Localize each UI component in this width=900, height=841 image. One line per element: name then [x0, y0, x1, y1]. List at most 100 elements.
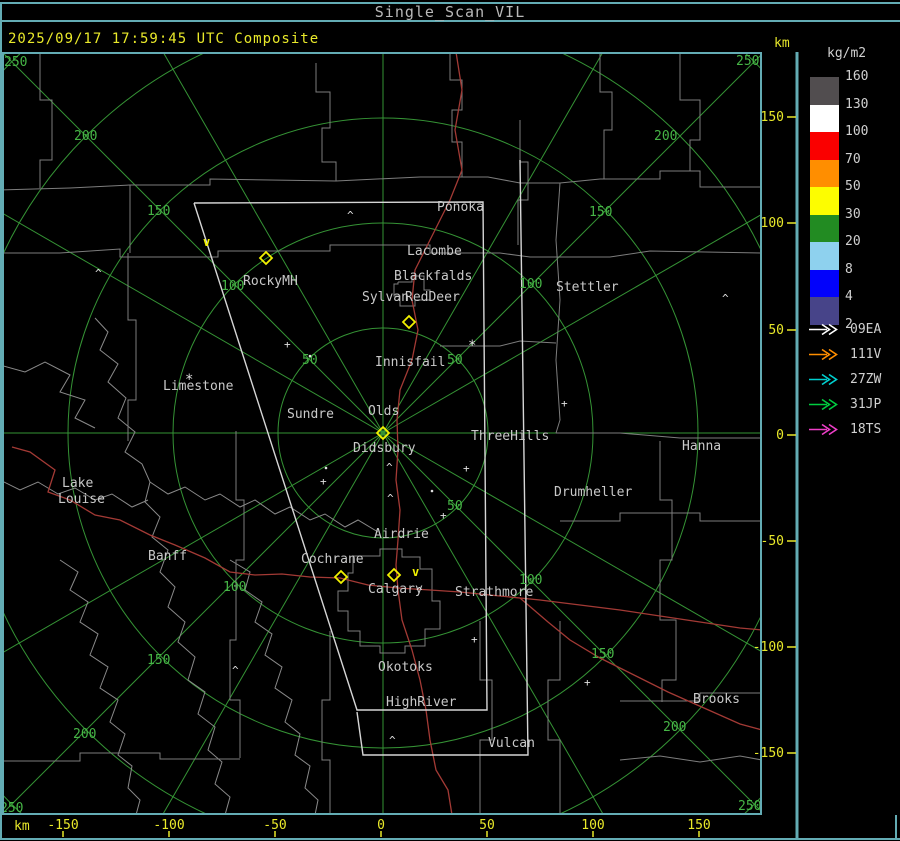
- caret-marker: ^: [722, 292, 729, 305]
- dot-marker: [324, 466, 328, 470]
- legend-tick-label: 4: [845, 289, 853, 304]
- window-left-border: [0, 2, 2, 839]
- county-boundary: [479, 621, 493, 814]
- city-label: RockyMH: [243, 274, 298, 289]
- azimuth-spoke: [382, 214, 761, 434]
- city-diamond-marker: [258, 250, 274, 266]
- legend-color-box: [810, 297, 839, 325]
- caret-marker: ^: [389, 734, 396, 747]
- city-label: Limestone: [163, 379, 234, 394]
- radar-site-row: 27ZW: [808, 367, 881, 392]
- ring-distance-label: 100: [221, 279, 244, 294]
- azimuth-spoke: [3, 213, 384, 434]
- legend-color-box: [810, 104, 839, 132]
- city-diamond-marker: [333, 569, 349, 585]
- azimuth-spoke: [382, 432, 604, 814]
- terrain-line: [3, 361, 96, 429]
- caret-marker: ^: [232, 664, 239, 677]
- legend-tick-label: 50: [845, 179, 861, 194]
- county-boundary: [440, 340, 557, 347]
- county-boundary: [620, 692, 761, 702]
- legend-tick-label: 130: [845, 96, 869, 112]
- title-bar: Single_Scan_VIL: [0, 2, 900, 22]
- city-diamond-marker: [401, 314, 417, 330]
- scan-sector-outline: [356, 159, 529, 756]
- county-boundary: [547, 621, 561, 814]
- right-axis-tick-label: 50: [768, 323, 784, 338]
- legend-color-box: [810, 159, 839, 187]
- county-boundary: [517, 120, 529, 245]
- ring-distance-label: 50: [302, 353, 318, 368]
- ring-distance-label: 200: [74, 129, 97, 144]
- city-label: Didsbury: [353, 441, 416, 456]
- dot-marker: [430, 489, 434, 493]
- azimuth-spoke: [162, 432, 384, 814]
- county-boundary: [229, 431, 245, 758]
- right-axis-tick-label: -100: [753, 640, 784, 655]
- radar-arrow-icon: [809, 348, 838, 361]
- radar-site-row: 31JP: [808, 392, 881, 417]
- bottom-axis-tick-label: -100: [153, 818, 184, 833]
- azimuth-spoke: [3, 53, 384, 434]
- county-boundary: [321, 631, 331, 814]
- terrain-line: [59, 559, 141, 814]
- ring-distance-label: 100: [519, 573, 542, 588]
- radar-site-id: 111V: [850, 347, 882, 362]
- bottom-axis-tick-label: 0: [377, 818, 385, 833]
- star-marker: *: [468, 338, 476, 354]
- radar-site-id: 09EA: [850, 322, 882, 337]
- legend-tick-label: 8: [845, 261, 853, 277]
- radar-arrow-icon: [809, 323, 838, 336]
- axes: -150 -100 -50 0 50 100 150 150 100 50 0 -50 -100 -150: [47, 110, 796, 837]
- terrain-line: [3, 480, 149, 508]
- right-axis-tick-label: -50: [761, 534, 784, 549]
- plus-marker: +: [471, 633, 478, 646]
- legend-color-box: [810, 187, 839, 215]
- county-boundary: [3, 752, 240, 762]
- legend-color-box: [810, 214, 839, 242]
- legend-color-box: [810, 242, 839, 270]
- radar-arrow-icon: [809, 373, 838, 386]
- radar-site-row: 09EA: [808, 317, 881, 342]
- ring-distance-label: 200: [663, 720, 686, 735]
- ring-distance-label: 50: [447, 353, 463, 368]
- ring-distance-label: 250: [0, 801, 23, 816]
- radar-site-row: 18TS: [808, 417, 881, 442]
- ring-distance-label: 250: [738, 799, 761, 814]
- terrain-line: [229, 559, 319, 814]
- plot-border: [2, 52, 762, 815]
- bottom-axis-tick-label: 150: [687, 818, 710, 833]
- plus-marker: +: [561, 397, 568, 410]
- ring-distance-label: 150: [591, 647, 614, 662]
- city-label: Sylvan: [362, 290, 409, 305]
- legend-unit-label: kg/m2: [827, 46, 867, 61]
- highway-line: [519, 597, 761, 731]
- ring-distance-label: 50: [447, 499, 463, 514]
- city-label: HighRiver: [386, 695, 457, 710]
- legend-color-scale: [810, 77, 839, 325]
- ring-distance-label: 250: [736, 54, 759, 69]
- county-boundary: [560, 512, 761, 522]
- legend-color-box: [810, 77, 839, 105]
- plus-marker: +: [320, 475, 327, 488]
- city-label: Drumheller: [554, 485, 632, 500]
- radar-site-list: 09EA 111V 27ZW 31JP 18TS: [808, 317, 881, 442]
- county-boundary: [337, 548, 441, 654]
- range-ring: [3, 53, 761, 814]
- legend-tick-label: 20: [845, 234, 861, 249]
- county-boundary: [39, 53, 53, 188]
- county-boundary: [555, 182, 561, 434]
- caret-marker: ^: [95, 267, 102, 280]
- right-axis-tick-label: 0: [776, 428, 784, 443]
- city-label: Ponoka: [437, 200, 484, 215]
- ring-distance-label: 200: [654, 129, 677, 144]
- bottom-axis-tick-label: 50: [479, 818, 495, 833]
- radar-site-id: 27ZW: [850, 372, 882, 387]
- caret-marker: ^: [416, 585, 423, 598]
- right-axis-tick-label: 100: [761, 216, 784, 231]
- city-label: Blackfalds: [394, 269, 472, 284]
- plus-marker: +: [440, 509, 447, 522]
